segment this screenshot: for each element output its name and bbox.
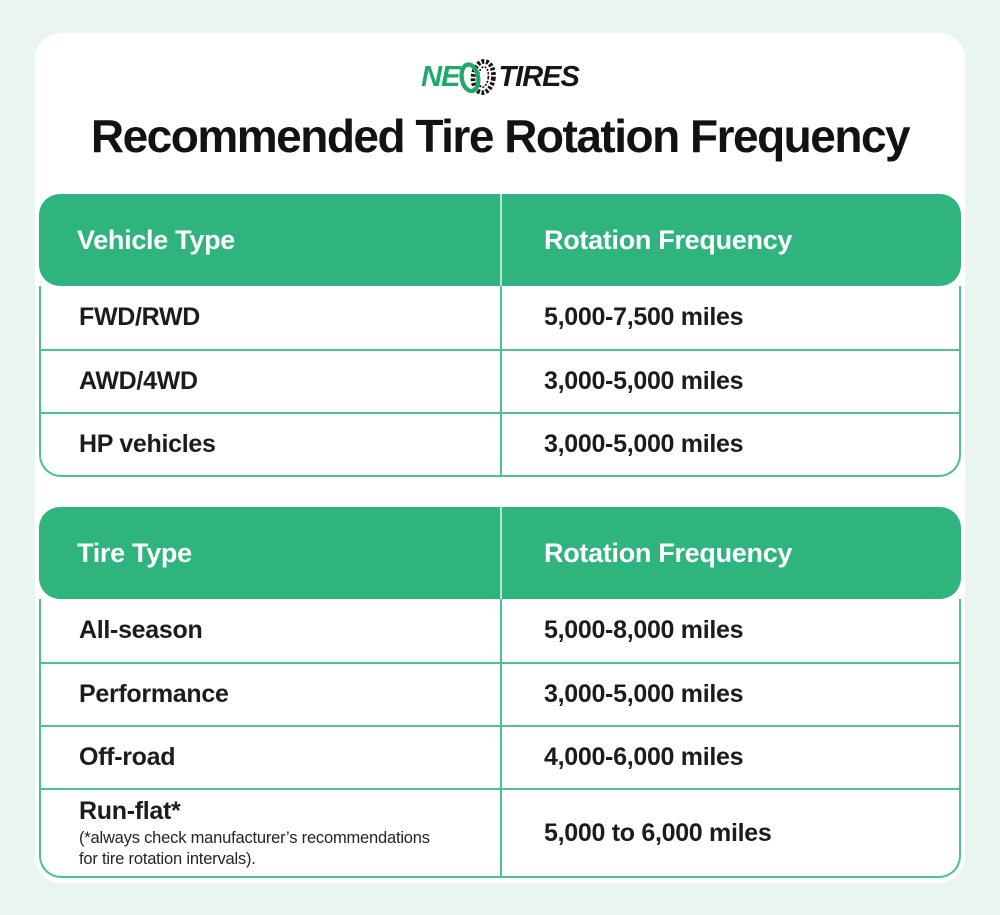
logo-text-ne: NE <box>421 60 460 93</box>
table-row: Off-road 4,000-6,000 miles <box>41 725 959 788</box>
table-row: Performance 3,000-5,000 miles <box>41 662 959 725</box>
tire-type-table: Tire Type Rotation Frequency All-season … <box>39 507 961 878</box>
vehicle-type-table-header: Vehicle Type Rotation Frequency <box>39 194 961 286</box>
column-header-tire-type: Tire Type <box>77 537 192 568</box>
tire-type-table-body: All-season 5,000-8,000 miles Performance… <box>39 599 961 878</box>
column-header-vehicle-type: Vehicle Type <box>77 224 235 255</box>
logo-text-tires: TIRES <box>498 60 579 93</box>
table-row: HP vehicles 3,000-5,000 miles <box>41 412 959 475</box>
table-row: AWD/4WD 3,000-5,000 miles <box>41 349 959 412</box>
cell-rotation-frequency: 5,000 to 6,000 miles <box>500 790 959 876</box>
table-row: FWD/RWD 5,000-7,500 miles <box>41 286 959 349</box>
cell-vehicle-type: AWD/4WD <box>79 367 198 395</box>
cell-rotation-frequency: 4,000-6,000 miles <box>500 727 959 788</box>
column-header-rotation-frequency: Rotation Frequency <box>500 194 961 286</box>
cell-tire-type: Run-flat* (*always check manufacturer’s … <box>41 790 500 876</box>
cell-tire-type: Performance <box>79 680 229 708</box>
cell-rotation-frequency: 5,000-7,500 miles <box>500 286 959 349</box>
vehicle-type-table: Vehicle Type Rotation Frequency FWD/RWD … <box>39 194 961 477</box>
page-title: Recommended Tire Rotation Frequency <box>90 110 911 162</box>
infographic-card: NE TIRES Recommended Tire Rotation Frequ… <box>35 33 965 883</box>
table-row: All-season 5,000-8,000 miles <box>41 599 959 662</box>
cell-tire-type: Off-road <box>79 743 176 771</box>
brand-logo: NE TIRES <box>35 59 965 95</box>
cell-rotation-frequency: 3,000-5,000 miles <box>500 664 959 725</box>
cell-rotation-frequency: 3,000-5,000 miles <box>500 351 959 412</box>
vehicle-type-table-body: FWD/RWD 5,000-7,500 miles AWD/4WD 3,000-… <box>39 286 961 477</box>
tire-type-table-header: Tire Type Rotation Frequency <box>39 507 961 599</box>
column-header-rotation-frequency: Rotation Frequency <box>500 507 961 599</box>
run-flat-label: Run-flat* <box>79 796 181 825</box>
table-row: Run-flat* (*always check manufacturer’s … <box>41 788 959 876</box>
cell-rotation-frequency: 3,000-5,000 miles <box>500 414 959 475</box>
run-flat-footnote: (*always check manufacturer’s recommenda… <box>79 828 430 868</box>
cell-tire-type: All-season <box>79 616 203 644</box>
cell-vehicle-type: FWD/RWD <box>79 303 201 331</box>
cell-vehicle-type: HP vehicles <box>79 430 216 458</box>
cell-rotation-frequency: 5,000-8,000 miles <box>500 599 959 662</box>
tire-icon <box>459 59 497 95</box>
